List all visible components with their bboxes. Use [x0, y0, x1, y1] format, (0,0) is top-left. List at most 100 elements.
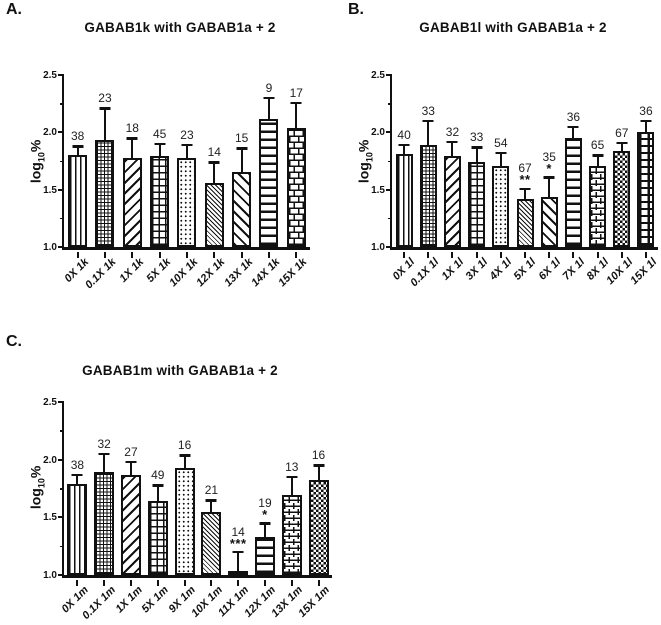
x-tick-label: 15X 1k: [276, 256, 310, 290]
y-tick-label: 1.5: [43, 184, 57, 196]
bar-count-value: 35: [542, 149, 556, 164]
chart-title-a: GABAB1k with GABAB1a + 2: [84, 20, 276, 35]
bar-slot: 19 * 12X 1m: [243, 402, 279, 620]
x-tick: [290, 580, 293, 586]
bar-slot: 32 0.1X 1m: [80, 402, 118, 622]
bar-count-label: 32: [98, 437, 111, 451]
bar-count-value: 17: [289, 85, 303, 100]
panel-letter-c: C.: [6, 333, 22, 350]
x-tick: [240, 252, 243, 258]
x-tick: [131, 252, 134, 258]
ylabel-text: log: [355, 162, 372, 184]
plot-area-a: 1.0 1.5 2.0 2.5 38 0X 1k 23 0.1X 1k 18 1X 1k 45 5X …: [43, 70, 310, 291]
error-bar-cap: [290, 101, 302, 105]
error-bar-whisker: [129, 462, 132, 477]
error-bar-cap: [446, 140, 458, 144]
error-bar-whisker: [290, 476, 293, 498]
error-bar-cap: [98, 452, 110, 456]
bar-count-value: 33: [469, 130, 484, 145]
bar-slot: 33 0.1X 1l: [409, 75, 442, 289]
bar-count-label: 36: [567, 110, 580, 124]
x-tick-label: 6X 1l: [536, 256, 563, 283]
bar-count-value: 65: [590, 138, 605, 153]
error-bar-cap: [398, 143, 410, 147]
bar-slot: 36 15X 1l: [628, 75, 659, 287]
x-tick-label: 15X 1l: [628, 256, 660, 287]
error-bar-cap: [286, 475, 298, 479]
bar-count-value: 49: [151, 468, 165, 483]
error-bar-cap: [181, 143, 193, 147]
y-major-tick: [58, 401, 64, 403]
plot-area-c: 1.0 1.5 2.0 2.5 38 0X 1m 32 0.1X 1m 27 1X 1m 49 5X …: [43, 397, 332, 622]
bar-count-value: 9: [265, 80, 273, 95]
error-bar-cap: [72, 145, 84, 148]
bar-count-value: 32: [97, 436, 111, 451]
bar-count-value: 16: [177, 438, 192, 453]
panel-b: B. GABAB1l with GABAB1a + 2 log10% 1.0 1.…: [330, 0, 661, 330]
y-tick-label: 2.0: [43, 127, 57, 139]
error-bar-whisker: [295, 102, 298, 130]
bar: [147, 501, 168, 575]
error-bar-whisker: [620, 142, 623, 153]
ylabel-subscript: 10: [36, 478, 47, 489]
bar-slot: 15 13X 1k: [222, 75, 255, 289]
bar-slot: 23 0.1X 1k: [83, 75, 118, 291]
bar-slot: 23 10X 1k: [167, 75, 200, 289]
panel-c: C. GABAB1m with GABAB1a + 2 log10% 1.0 1.…: [0, 330, 340, 625]
x-tick: [213, 252, 216, 258]
error-bar-whisker: [185, 144, 188, 160]
x-tick: [499, 252, 502, 258]
bar-slot: 38 0X 1m: [59, 402, 90, 616]
x-tick: [103, 252, 106, 258]
error-bar-cap: [616, 141, 628, 145]
bar-slot: 67 10X 1l: [604, 75, 635, 287]
bar-count-label: 38: [71, 458, 84, 472]
bar: [204, 182, 224, 247]
bar: [254, 536, 275, 575]
error-bar-cap: [236, 147, 248, 150]
bar-count-label: 18: [126, 121, 139, 135]
error-bar-cap: [422, 119, 434, 123]
bar-count-value: 14: [231, 524, 245, 539]
error-bar-whisker: [548, 177, 551, 199]
plot-area-b: 1.0 1.5 2.0 2.5 40 0X 1l 33 0.1X 1l 32 1X 1l 33 3X …: [371, 70, 660, 289]
error-bar-cap: [152, 484, 164, 487]
y-major-tick: [386, 131, 392, 134]
bar-slot: 21 10X 1m: [189, 402, 225, 620]
bar: [419, 144, 437, 247]
ylabel-subscript: 10: [364, 152, 375, 163]
error-bar-whisker: [596, 155, 599, 168]
x-tick: [644, 252, 647, 258]
y-tick-label: 2.5: [43, 70, 57, 81]
bar-slot: 36 7X 1l: [560, 75, 587, 283]
y-minor-tick: [60, 103, 64, 105]
x-tick: [156, 580, 159, 586]
bar-count-value: 21: [204, 483, 219, 498]
bars-container: 40 0X 1l 33 0.1X 1l 32 1X 1l 33 3X 1l 54 4X 1l 67 *…: [391, 75, 660, 289]
bar-count-value: 40: [397, 127, 411, 142]
y-tick-label: 1.0: [43, 242, 57, 253]
x-tick: [183, 580, 186, 586]
bar: [94, 472, 115, 575]
bar-slot: 67 ** 5X 1l: [512, 75, 539, 283]
x-tick-label: 4X 1l: [487, 256, 515, 283]
error-bar-cap: [495, 151, 507, 155]
significance-stars: *: [546, 160, 552, 176]
y-minor-tick: [388, 160, 392, 162]
error-bar-whisker: [156, 485, 159, 504]
y-minor-tick: [60, 217, 64, 220]
bar-slot: 13 13X 1m: [270, 402, 306, 620]
bar-slot: 45 5X 1k: [144, 75, 173, 285]
x-tick-label: 12X 1k: [194, 256, 228, 290]
bar-slot: 65 8X 1l: [584, 75, 611, 282]
x-tick-label: 10X 1l: [604, 256, 636, 287]
y-major-tick: [58, 574, 64, 576]
bar-count-label: 16: [312, 448, 325, 462]
bar-count-label: 14: [208, 145, 221, 159]
bars-container: 38 0X 1k 23 0.1X 1k 18 1X 1k 45 5X 1k 23 10X 1k 14…: [62, 75, 310, 291]
x-tick: [103, 580, 106, 586]
bar-count-label: 17: [290, 86, 303, 100]
x-tick-label: 1X 1m: [113, 584, 145, 616]
y-tick-label: 2.0: [371, 127, 385, 139]
bar-count-label: 23: [98, 91, 111, 105]
